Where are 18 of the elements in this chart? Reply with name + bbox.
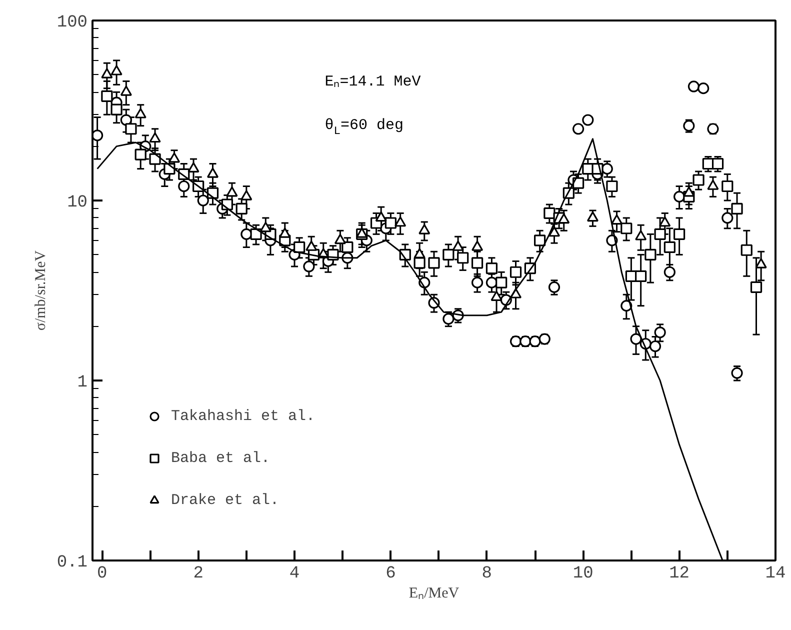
x-tick-label: 0 (97, 564, 108, 584)
legend-label: Takahashi et al. (171, 408, 316, 424)
x-tick-label: 4 (289, 564, 300, 584)
x-tick-label: 2 (193, 564, 204, 584)
x-tick-label: 10 (572, 564, 594, 584)
x-axis-title: Eₙ/MeV (408, 586, 460, 602)
legend-label: Drake et al. (171, 492, 280, 508)
x-tick-label: 8 (482, 564, 492, 584)
y-tick-label: 0.1 (56, 554, 88, 572)
annotation: Eₙ=14.1 MeV (324, 74, 421, 91)
y-axis-title: σ/mb/sr.MeV (32, 250, 49, 331)
y-tick-label: 100 (56, 14, 88, 32)
x-tick-label: 12 (669, 564, 690, 584)
x-tick-label: 14 (765, 564, 786, 584)
y-tick-label: 1 (77, 374, 88, 392)
x-tick-label: 6 (386, 564, 396, 584)
y-tick-label: 10 (67, 194, 88, 212)
legend-label: Baba et al. (171, 450, 270, 466)
